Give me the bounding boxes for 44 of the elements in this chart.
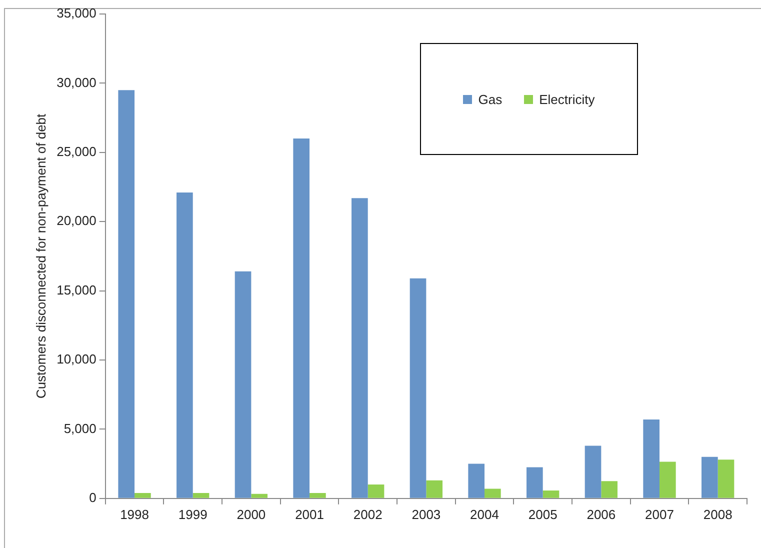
x-tick-label: 2005: [528, 506, 558, 522]
bar: [718, 460, 734, 498]
bar: [410, 278, 426, 498]
bar: [118, 90, 135, 498]
y-tick-label: 30,000: [56, 74, 96, 90]
x-tick-label: 2003: [412, 506, 441, 522]
y-tick-label: 0: [89, 490, 96, 505]
bar: [643, 420, 660, 498]
y-tick-label: 15,000: [56, 282, 96, 298]
bar: [176, 192, 193, 498]
bar: [542, 490, 560, 498]
x-tick-label: 2001: [295, 506, 324, 522]
bar: [526, 467, 543, 498]
bar: [660, 462, 676, 498]
x-tick-label: 2004: [470, 506, 499, 522]
x-tick-label: 2008: [703, 506, 732, 522]
bar: [601, 481, 618, 498]
bar: [352, 198, 368, 498]
x-tick-label: 2007: [645, 506, 674, 522]
bar: [426, 480, 443, 498]
y-tick-label: 10,000: [56, 352, 96, 367]
y-tick-label: 35,000: [56, 6, 96, 21]
bar: [584, 446, 602, 498]
bar: [310, 493, 326, 498]
bar: [468, 464, 485, 498]
bar: [702, 456, 718, 498]
bar: [134, 493, 151, 498]
legend-label: Electricity: [538, 92, 595, 106]
bar: [234, 271, 252, 498]
bar: [484, 488, 501, 498]
legend-label: Gas: [477, 92, 502, 106]
x-tick-label: 1999: [178, 506, 208, 522]
y-tick-label: 20,000: [56, 213, 96, 228]
y-tick-label: 5,000: [64, 420, 96, 436]
bar: [368, 484, 384, 498]
bar: [293, 138, 310, 498]
x-tick-label: 2002: [353, 506, 382, 522]
x-tick-label: 2000: [236, 506, 266, 522]
x-tick-label: 1998: [120, 506, 149, 522]
x-tick-label: 2006: [586, 506, 616, 522]
y-tick-label: 25,000: [56, 144, 96, 159]
bar: [192, 493, 210, 498]
bar: [251, 494, 268, 498]
y-axis-title: Customers disconnected for non-payment of debt: [33, 113, 48, 399]
